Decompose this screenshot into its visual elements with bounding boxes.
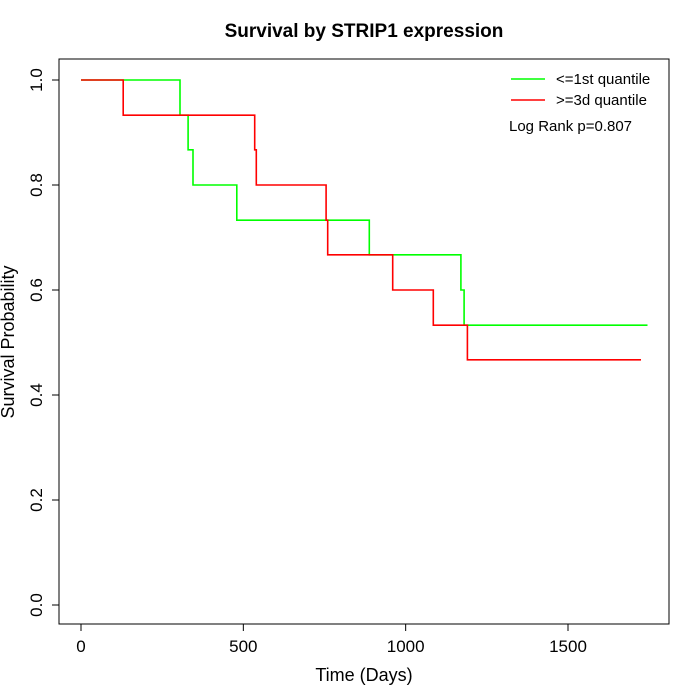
- chart-title: Survival by STRIP1 expression: [225, 21, 504, 42]
- plot-area-frame: [58, 58, 670, 625]
- legend-label: >=3d quantile: [556, 92, 647, 109]
- legend: <=1st quantile >=3d quantile: [511, 71, 650, 109]
- y-tick-label: 0.2: [27, 488, 46, 512]
- series-line-high-quantile: [81, 79, 641, 361]
- y-tick-label: 0.8: [27, 173, 46, 197]
- y-tick-label: 0.6: [27, 278, 46, 302]
- y-tick-label: 1.0: [27, 68, 46, 92]
- y-tick-label: 0.4: [27, 383, 46, 407]
- y-axis: 0.0 0.2 0.4 0.6 0.8 1.0: [27, 68, 60, 617]
- y-axis-label: Survival Probability: [0, 265, 18, 418]
- legend-label: <=1st quantile: [556, 71, 650, 88]
- log-rank-annotation: Log Rank p=0.807: [509, 118, 632, 135]
- x-axis-label: Time (Days): [315, 665, 412, 685]
- x-tick-label: 1000: [387, 637, 425, 656]
- x-tick-label: 500: [229, 637, 257, 656]
- x-tick-label: 1500: [549, 637, 587, 656]
- series-line-low-quantile: [81, 79, 648, 326]
- x-tick-label: 0: [76, 637, 85, 656]
- series-layer: [81, 79, 648, 361]
- y-tick-label: 0.0: [27, 593, 46, 617]
- x-axis: 0 500 1000 1500: [76, 623, 587, 656]
